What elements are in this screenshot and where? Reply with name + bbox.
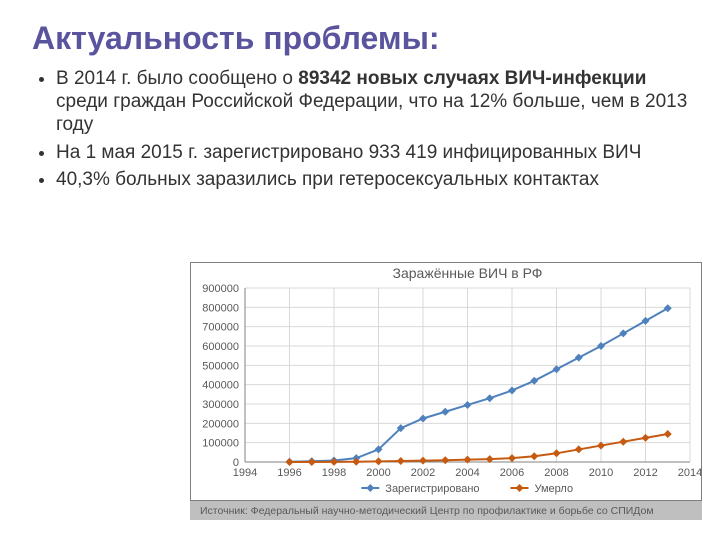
chart-container: 0100000200000300000400000500000600000700… [190,262,702,520]
bullet-text-pre: В 2014 г. было сообщено о [56,68,298,89]
list-item: 40,3% больных заразились при гетеросексу… [56,168,692,191]
slide-title: Актуальность проблемы: [32,20,692,57]
bullet-text-bold: 89342 новых случаях ВИЧ-инфекции [298,68,646,89]
list-item: В 2014 г. было сообщено о 89342 новых сл… [56,67,692,137]
bullet-text-post: среди граждан Российской Федерации, что … [56,91,687,135]
list-item: На 1 мая 2015 г. зарегистрировано 933 41… [56,141,692,164]
chart-source: Источник: Федеральный научно-методически… [190,500,702,520]
bullet-text-pre: 40,3% больных заразились при гетеросексу… [56,169,599,190]
bullet-text-pre: На 1 мая 2015 г. зарегистрировано 933 41… [56,142,641,163]
chart-border [190,262,702,520]
bullet-list: В 2014 г. было сообщено о 89342 новых сл… [28,67,692,191]
